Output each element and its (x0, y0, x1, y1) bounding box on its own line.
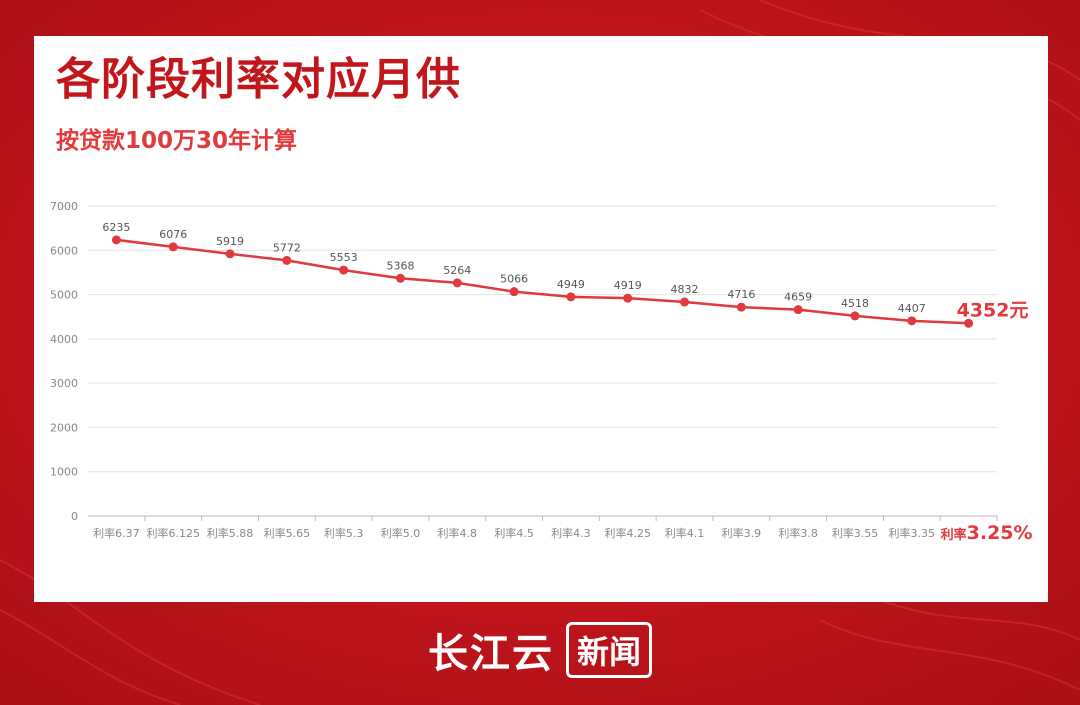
data-point (907, 316, 917, 326)
x-tick-label-highlight: 利率3.25% (941, 522, 1033, 544)
x-tick-label: 利率5.3 (324, 526, 364, 540)
x-tick-label: 利率5.88 (207, 526, 254, 540)
data-label: 4518 (841, 297, 869, 310)
data-point (736, 302, 746, 312)
data-point (395, 273, 405, 283)
x-tick-label: 利率6.125 (146, 526, 200, 540)
data-label: 5553 (330, 251, 358, 264)
series-line (116, 238, 969, 325)
data-label: 5066 (500, 273, 528, 286)
y-tick-label: 0 (71, 510, 78, 523)
data-point (339, 265, 349, 275)
y-tick-label: 6000 (50, 244, 78, 257)
data-label: 4407 (898, 302, 926, 315)
x-tick-label: 利率5.0 (381, 526, 421, 540)
data-label: 4949 (557, 278, 585, 291)
chart-subtitle: 按贷款100万30年计算 (56, 128, 298, 154)
y-tick-label: 4000 (50, 333, 78, 346)
data-point (850, 311, 860, 321)
data-label: 4659 (784, 291, 812, 304)
chart-title: 各阶段利率对应月供 (56, 54, 461, 105)
footer-brand: 长江云 新闻 (0, 620, 1080, 680)
data-point (282, 255, 292, 265)
data-point (623, 293, 633, 303)
data-point (111, 235, 121, 245)
data-label: 4919 (614, 279, 642, 292)
y-tick-label: 1000 (50, 466, 78, 479)
data-point (793, 305, 803, 315)
data-point (566, 292, 576, 302)
x-tick-label: 利率3.8 (778, 526, 818, 540)
data-label: 5368 (386, 259, 414, 272)
x-tick-label: 利率6.37 (93, 526, 140, 540)
y-tick-label: 3000 (50, 377, 78, 390)
data-label: 5772 (273, 241, 301, 254)
x-tick-label: 利率5.65 (264, 526, 311, 540)
y-tick-label: 2000 (50, 421, 78, 434)
data-label-highlight: 4352元 (957, 299, 1029, 321)
brand-logo-text: 长江云 (427, 631, 554, 677)
x-tick-label: 利率4.5 (494, 526, 534, 540)
data-label: 5919 (216, 235, 244, 248)
x-tick-label: 利率3.55 (832, 526, 879, 540)
x-tick-label: 利率4.1 (665, 526, 705, 540)
y-tick-label: 7000 (50, 200, 78, 213)
x-tick-label: 利率3.35 (889, 526, 936, 540)
x-tick-label: 利率3.9 (722, 526, 762, 540)
data-point (680, 297, 690, 307)
data-point (964, 318, 974, 328)
data-label: 5264 (443, 264, 471, 277)
y-tick-label: 5000 (50, 289, 78, 302)
data-label: 4716 (727, 288, 755, 301)
data-point (452, 278, 462, 288)
data-label: 6076 (159, 228, 187, 241)
data-point (509, 287, 519, 297)
data-point (225, 249, 235, 259)
data-point (168, 242, 178, 252)
x-tick-label: 利率4.8 (438, 526, 478, 540)
data-label: 4832 (671, 283, 699, 296)
data-label: 6235 (102, 221, 130, 234)
x-tick-label: 利率4.3 (551, 526, 591, 540)
brand-logo-badge: 新闻 (565, 622, 652, 678)
x-tick-label: 利率4.25 (604, 526, 651, 540)
